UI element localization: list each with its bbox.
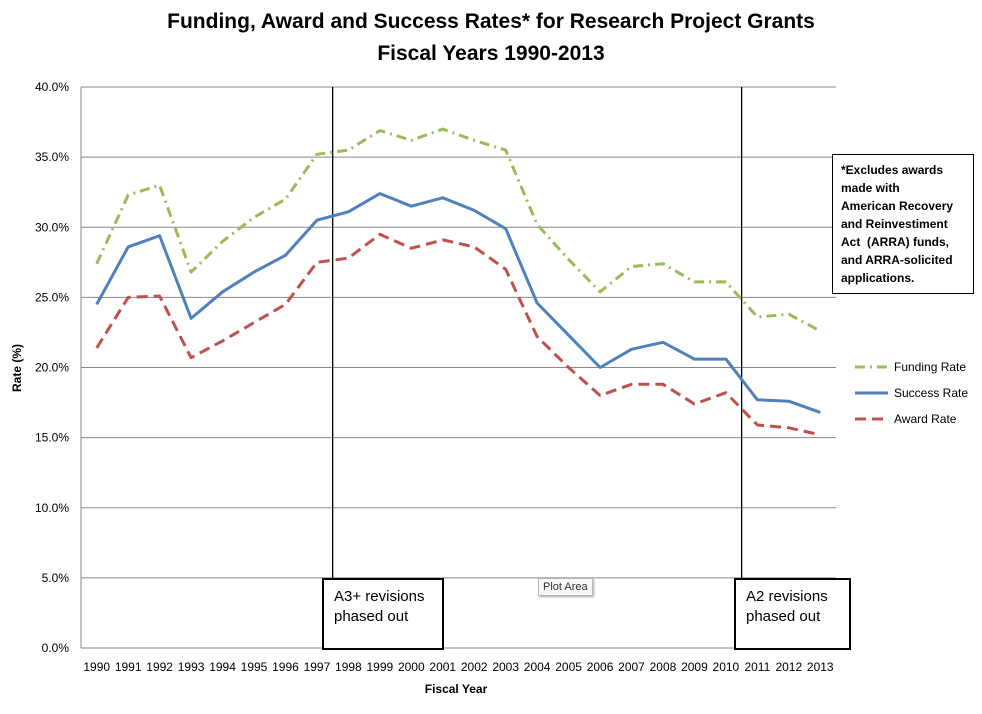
y-tick-label: 35.0%: [35, 150, 69, 164]
x-tick-label: 1999: [367, 660, 394, 674]
a3-revisions-annotation: A3+ revisions phased out: [322, 578, 444, 650]
footnote-box: *Excludes awards made with American Reco…: [832, 154, 974, 294]
x-axis-label: Fiscal Year: [425, 682, 488, 696]
x-tick-label: 2003: [492, 660, 519, 674]
x-tick-label: 1998: [335, 660, 362, 674]
series-line-success-rate: [95, 192, 821, 414]
series-line-funding-rate: [95, 127, 822, 333]
footnote-line: and ARRA-solicited: [841, 253, 953, 267]
a2-revisions-annotation: A2 revisions phased out: [734, 578, 851, 650]
chart-title-line: Fiscal Years 1990-2013: [377, 42, 604, 65]
y-tick-label: 40.0%: [35, 80, 69, 94]
x-tick-label: 2011: [744, 660, 770, 674]
y-tick-label: 15.0%: [35, 431, 69, 445]
x-tick-label: 2013: [807, 660, 834, 674]
annotation-line: phased out: [334, 608, 409, 625]
x-tick-label: 2006: [587, 660, 614, 674]
x-tick-label: 2008: [650, 660, 677, 674]
footnote-line: American Recovery: [841, 199, 954, 213]
annotation-line: phased out: [746, 608, 821, 625]
legend-label: Success Rate: [894, 386, 968, 400]
x-tick-label: 2004: [524, 660, 551, 674]
x-tick-label: 2002: [461, 660, 488, 674]
x-tick-label: 2009: [681, 660, 708, 674]
y-tick-label: 20.0%: [35, 361, 69, 375]
y-tick-label: 25.0%: [35, 290, 69, 304]
chart-title-line: Funding, Award and Success Rates* for Re…: [167, 10, 815, 33]
annotation-line: A3+ revisions: [334, 588, 425, 605]
x-tick-label: 1990: [83, 660, 110, 674]
x-tick-label: 2005: [555, 660, 582, 674]
footnote-line: applications.: [841, 271, 915, 285]
x-tick-label: 2000: [398, 660, 425, 674]
series-line-award-rate: [95, 232, 821, 437]
x-tick-label: 2007: [618, 660, 645, 674]
footnote-line: *Excludes awards: [841, 163, 944, 177]
x-tick-label: 2010: [713, 660, 740, 674]
y-tick-label: 10.0%: [35, 501, 69, 515]
x-tick-label: 1993: [178, 660, 205, 674]
x-tick-label: 1995: [241, 660, 268, 674]
y-tick-label: 0.0%: [42, 641, 70, 655]
x-tick-label: 1992: [146, 660, 173, 674]
legend-label: Funding Rate: [894, 360, 966, 374]
x-tick-label: 1991: [115, 660, 142, 674]
x-tick-label: 2012: [775, 660, 802, 674]
legend-label: Award Rate: [894, 412, 957, 426]
x-tick-label: 2001: [429, 660, 456, 674]
annotation-line: A2 revisions: [746, 588, 828, 605]
footnote-line: Act (ARRA) funds,: [841, 235, 949, 249]
footnote-line: made with: [841, 181, 900, 195]
y-axis-label: Rate (%): [10, 344, 24, 392]
x-tick-label: 1997: [304, 660, 331, 674]
y-tick-label: 30.0%: [35, 220, 69, 234]
y-tick-label: 5.0%: [42, 571, 70, 585]
plot-area-tooltip: Plot Area: [538, 578, 593, 596]
x-tick-label: 1996: [272, 660, 299, 674]
footnote-line: and Reinvestiment: [841, 217, 948, 231]
x-tick-label: 1994: [209, 660, 236, 674]
